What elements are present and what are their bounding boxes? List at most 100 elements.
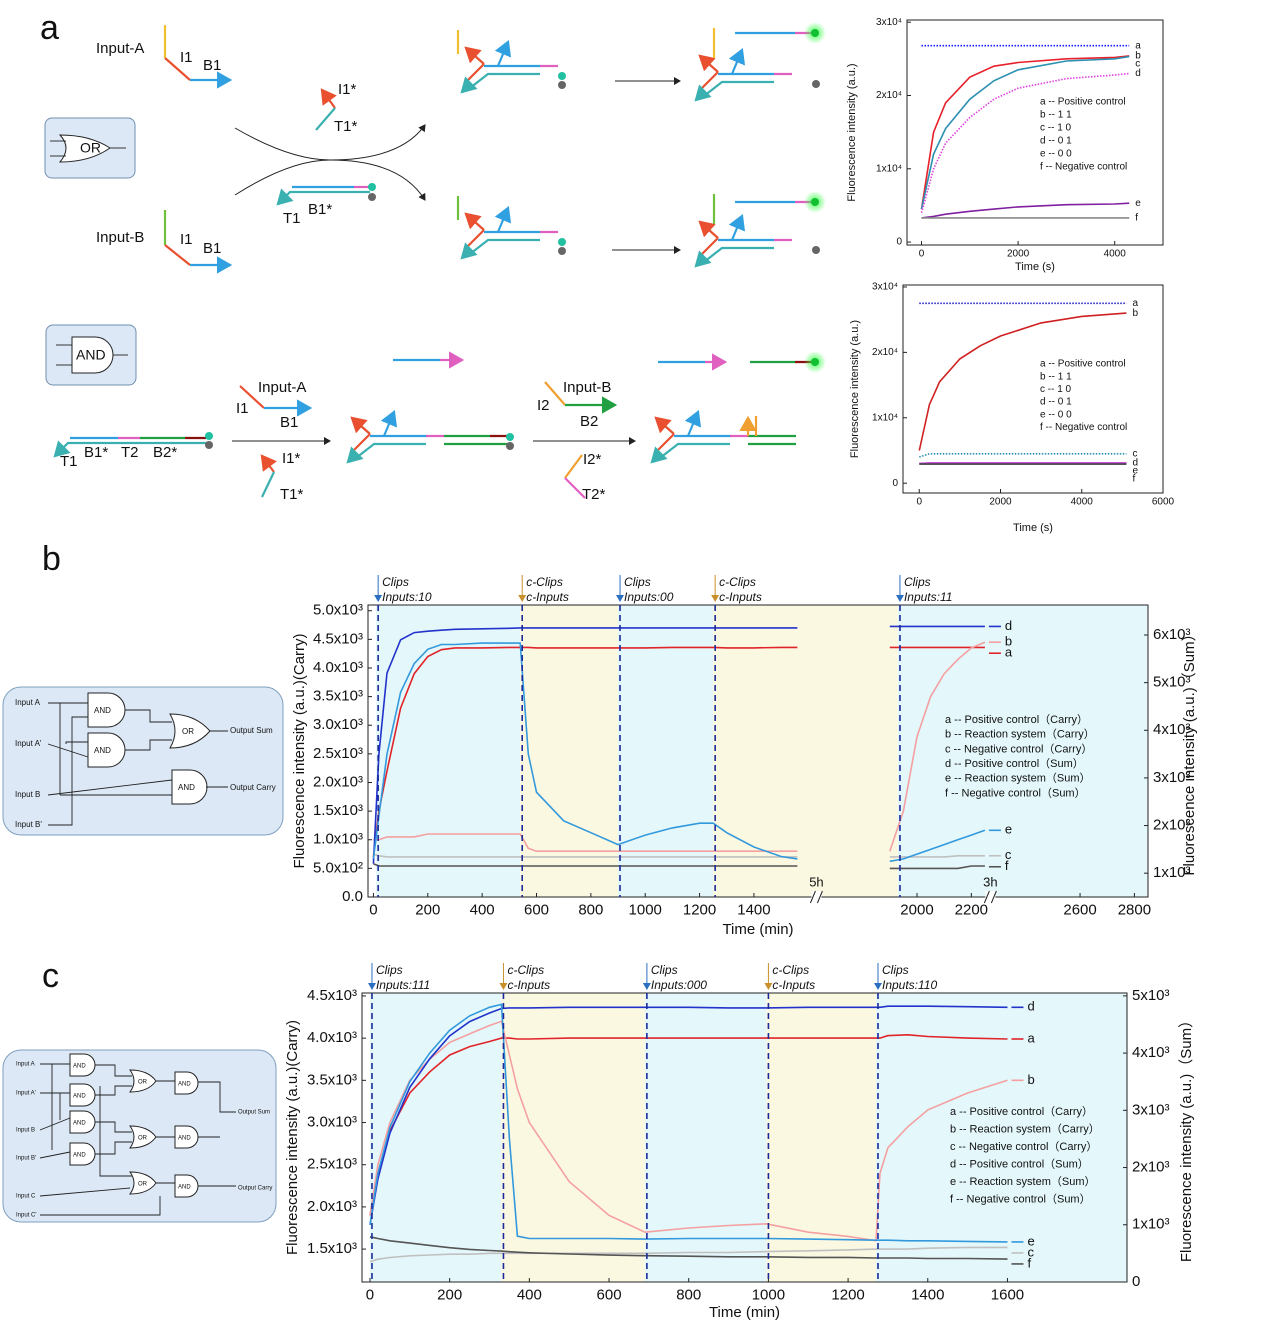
legend-entry: f -- Negative control [1040, 422, 1127, 433]
x-tick-label: 2600 [1063, 901, 1096, 918]
input-label: Input A [16, 1062, 35, 1068]
label: T1* [280, 486, 304, 503]
input-label: Input C [16, 1194, 36, 1200]
phase-region [369, 993, 502, 1282]
phase-label: Clips [376, 963, 403, 977]
phase-region [713, 605, 898, 897]
series-line [920, 55, 1130, 210]
series-end-label: c [1005, 847, 1012, 862]
lines [918, 302, 1127, 465]
axis-break [811, 891, 822, 903]
x-tick-label: 400 [470, 901, 495, 918]
series-end-label: b [1132, 308, 1138, 319]
output-label: Output Sum [230, 726, 273, 735]
gate-label: AND [94, 746, 111, 755]
label: I1 [236, 400, 249, 417]
legend-entry: d -- 0 1 [1040, 136, 1072, 147]
dna-complex [652, 412, 748, 462]
phase-label: c-Inputs [719, 590, 762, 604]
dna-complex [348, 412, 444, 462]
label: T1 [60, 453, 78, 470]
gate-label: OR [138, 1182, 148, 1188]
x-tick-label: 2000 [900, 901, 933, 918]
series-end-label: e [1027, 1233, 1034, 1248]
legend-entry: a -- Positive control（Carry） [950, 1105, 1093, 1118]
label: B1 [203, 240, 221, 257]
y2-tick-label: 0 [1132, 1273, 1140, 1290]
x-tick-label: 1600 [991, 1286, 1024, 1303]
series-end-label: e [1005, 822, 1012, 837]
y-tick-label: 0 [892, 478, 898, 489]
y2-tick-label: 2x10³ [1132, 1159, 1170, 1176]
output-label: Output Sum [238, 1110, 270, 1116]
panel-label: a [40, 9, 59, 47]
label: T1* [334, 118, 358, 135]
y-tick-label: 1.5x10³ [307, 1240, 357, 1257]
plot-frame [361, 992, 1128, 1283]
panel-label: b [42, 540, 61, 578]
label: Input-A [258, 379, 306, 396]
series-end-label: a [1027, 1030, 1035, 1045]
label: B1* [308, 201, 332, 218]
legend-entry: d -- 0 1 [1040, 397, 1072, 408]
series-line [918, 312, 1127, 451]
y2-tick-label: 3x10³ [1153, 769, 1191, 786]
gate-label: AND [73, 1153, 86, 1159]
series-end-label: c [1135, 59, 1140, 70]
y-tick-label: 1.5x10³ [313, 802, 363, 819]
y2-axis-label: Fluorescence intensity (a.u.)（Sum） [1178, 1013, 1195, 1262]
phase-label: Clips [651, 963, 678, 977]
series-end-label: a [1135, 40, 1141, 51]
series-end-label: b [1135, 51, 1141, 62]
x-tick-label: 1200 [683, 901, 716, 918]
phase-label: c-Inputs [507, 978, 550, 992]
gate-label: AND [178, 1136, 191, 1142]
legend-entry: c -- Negative control（Carry） [950, 1140, 1097, 1153]
y2-tick-label: 3x10³ [1132, 1101, 1170, 1118]
legend-entry: a -- Positive control [1040, 359, 1126, 370]
y-tick-label: 2.0x10³ [307, 1198, 357, 1215]
legend-entry: c -- 1 0 [1040, 123, 1072, 134]
y-tick-label: 3x10⁴ [876, 17, 902, 28]
y2-tick-label: 5x10³ [1153, 674, 1191, 691]
series-line [920, 55, 1130, 210]
x-tick-label: 600 [597, 1286, 622, 1303]
x-tick-label: 800 [676, 1286, 701, 1303]
x-tick-label: 1000 [629, 901, 662, 918]
series-line [369, 1033, 1008, 1216]
series-end-label: f [1027, 1255, 1031, 1270]
phase-region [376, 605, 521, 897]
legend-entry: b -- Reaction system（Carry） [950, 1122, 1100, 1135]
series-line [921, 202, 1130, 219]
legend-entry: d -- Positive control（Sum） [945, 757, 1084, 770]
y-tick-label: 4.0x10³ [313, 659, 363, 676]
legend-entry: b -- Reaction system（Carry） [945, 728, 1095, 741]
input-label: Input C' [16, 1213, 37, 1219]
phase-label: Inputs:110 [882, 978, 937, 992]
label: Input-B [563, 379, 611, 396]
phase-label: Inputs:000 [651, 978, 707, 992]
legend-entry: a -- Positive control（Carry） [945, 713, 1088, 726]
label: T1 [283, 210, 301, 227]
gate-label: AND [73, 1094, 86, 1100]
x-tick-label: 1400 [737, 901, 770, 918]
x-tick-label: 2800 [1118, 901, 1151, 918]
x-tick-label: 2200 [955, 901, 988, 918]
x-tick-label: 200 [415, 901, 440, 918]
series-end-label: b [1005, 634, 1012, 649]
phase-region [501, 993, 645, 1282]
legend-entry: c -- 1 0 [1040, 384, 1072, 395]
series-end-label: e [1132, 466, 1138, 477]
x-tick-label: 0 [919, 249, 925, 260]
gate-label: OR [182, 727, 194, 736]
x-tick-label: 0 [369, 901, 377, 918]
label: I2 [537, 397, 550, 414]
phase-label: c-Clips [526, 575, 563, 589]
x-tick-label: 400 [517, 1286, 542, 1303]
label: Input-A [96, 40, 144, 57]
phase-label: Clips [624, 575, 651, 589]
panel-label: c [42, 957, 59, 995]
legend-entry: f -- Negative control（Sum） [950, 1192, 1091, 1205]
output-label: Output Carry [238, 1186, 272, 1192]
y-axis-label: Fluorescence intensity (a.u.)(Carry) [291, 633, 308, 868]
